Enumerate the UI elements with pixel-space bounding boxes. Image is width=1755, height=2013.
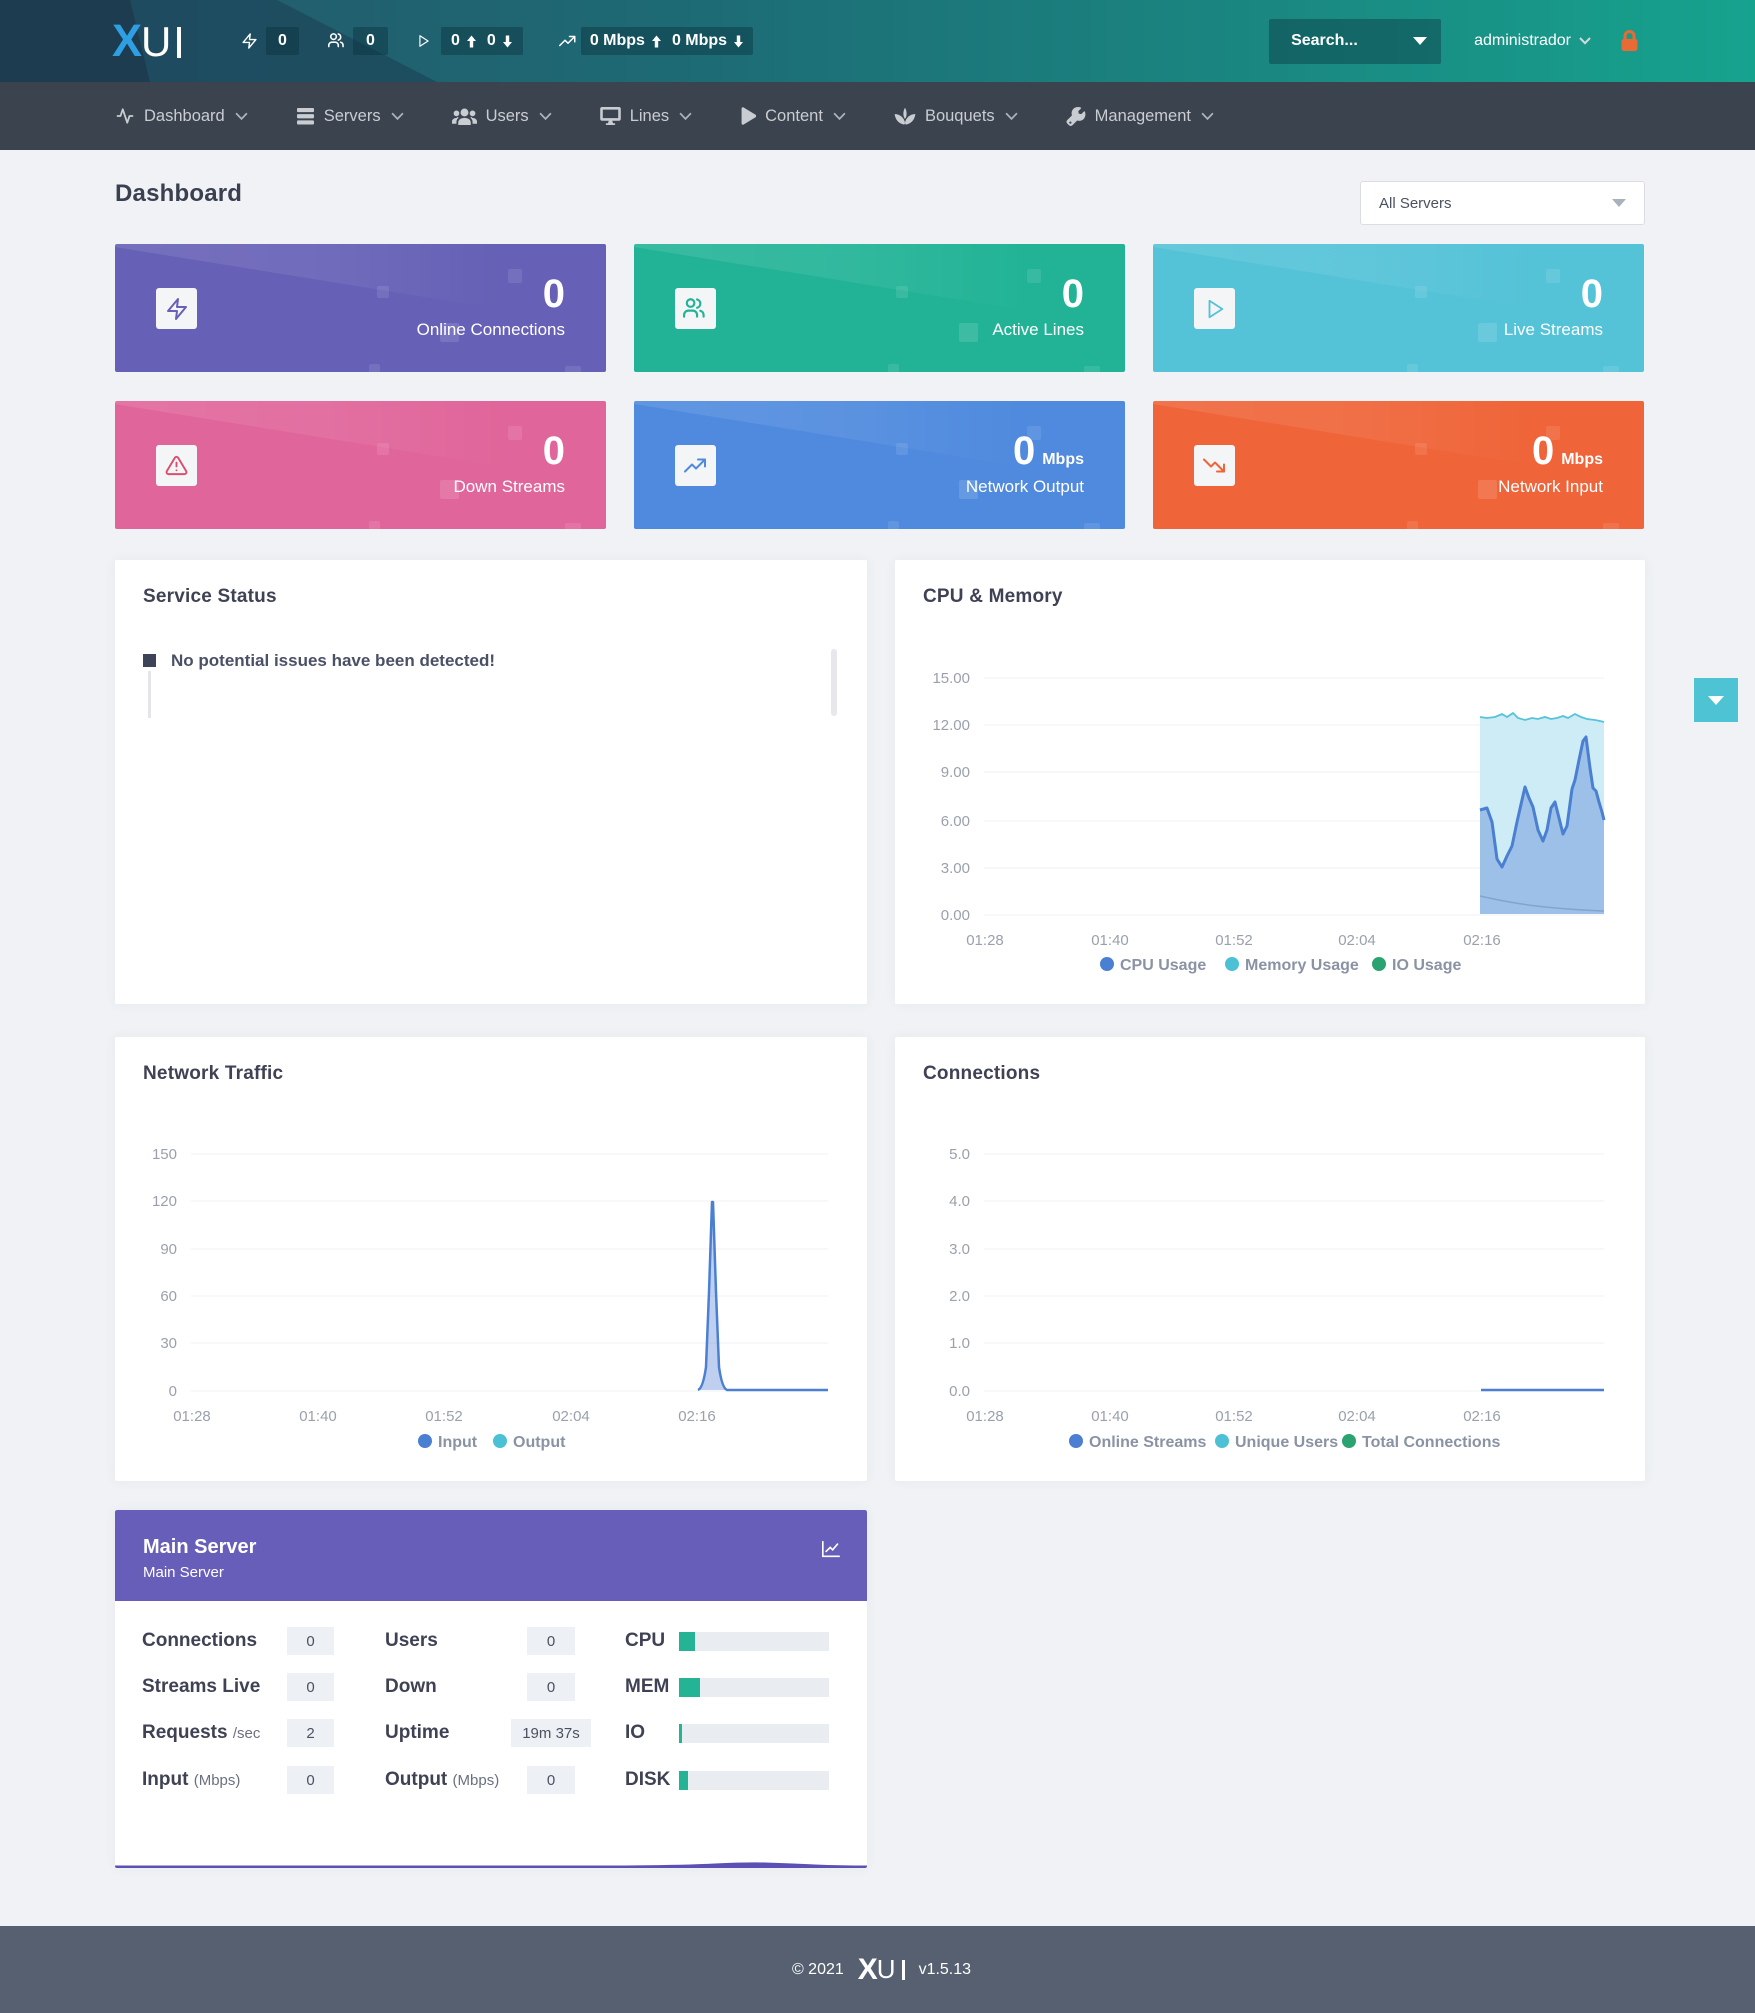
svg-text:Memory Usage: Memory Usage [1245,957,1359,974]
svg-text:01:52: 01:52 [1215,1408,1253,1425]
svg-text:01:40: 01:40 [1091,932,1129,949]
svg-text:01:52: 01:52 [1215,932,1253,949]
svg-text:0: 0 [169,1383,177,1400]
svg-text:01:52: 01:52 [425,1408,463,1425]
svg-text:Output: Output [513,1434,566,1451]
svg-text:02:04: 02:04 [1338,1408,1376,1425]
svg-text:15.00: 15.00 [932,670,970,687]
svg-text:0.0: 0.0 [949,1383,970,1400]
svg-text:150: 150 [152,1146,177,1163]
svg-text:01:28: 01:28 [966,1408,1004,1425]
svg-text:01:28: 01:28 [966,932,1004,949]
svg-text:02:04: 02:04 [1338,932,1376,949]
svg-text:4.0: 4.0 [949,1193,970,1210]
svg-text:01:28: 01:28 [173,1408,211,1425]
svg-text:90: 90 [160,1241,177,1258]
svg-text:02:16: 02:16 [1463,932,1501,949]
svg-text:Unique Users: Unique Users [1235,1434,1338,1451]
svg-text:Total Connections: Total Connections [1362,1434,1500,1451]
svg-text:1.0: 1.0 [949,1335,970,1352]
svg-text:30: 30 [160,1335,177,1352]
svg-text:Input: Input [438,1434,478,1451]
svg-text:Online Streams: Online Streams [1089,1434,1206,1451]
svg-text:IO Usage: IO Usage [1392,957,1461,974]
svg-text:02:04: 02:04 [552,1408,590,1425]
svg-text:CPU Usage: CPU Usage [1120,957,1206,974]
svg-text:60: 60 [160,1288,177,1305]
svg-text:6.00: 6.00 [941,813,970,830]
svg-text:12.00: 12.00 [932,717,970,734]
svg-text:01:40: 01:40 [1091,1408,1129,1425]
svg-text:01:40: 01:40 [299,1408,337,1425]
svg-text:120: 120 [152,1193,177,1210]
svg-text:2.0: 2.0 [949,1288,970,1305]
svg-text:3.00: 3.00 [941,860,970,877]
svg-text:9.00: 9.00 [941,764,970,781]
svg-text:5.0: 5.0 [949,1146,970,1163]
svg-text:0.00: 0.00 [941,907,970,924]
svg-text:02:16: 02:16 [1463,1408,1501,1425]
svg-text:3.0: 3.0 [949,1241,970,1258]
svg-text:02:16: 02:16 [678,1408,716,1425]
